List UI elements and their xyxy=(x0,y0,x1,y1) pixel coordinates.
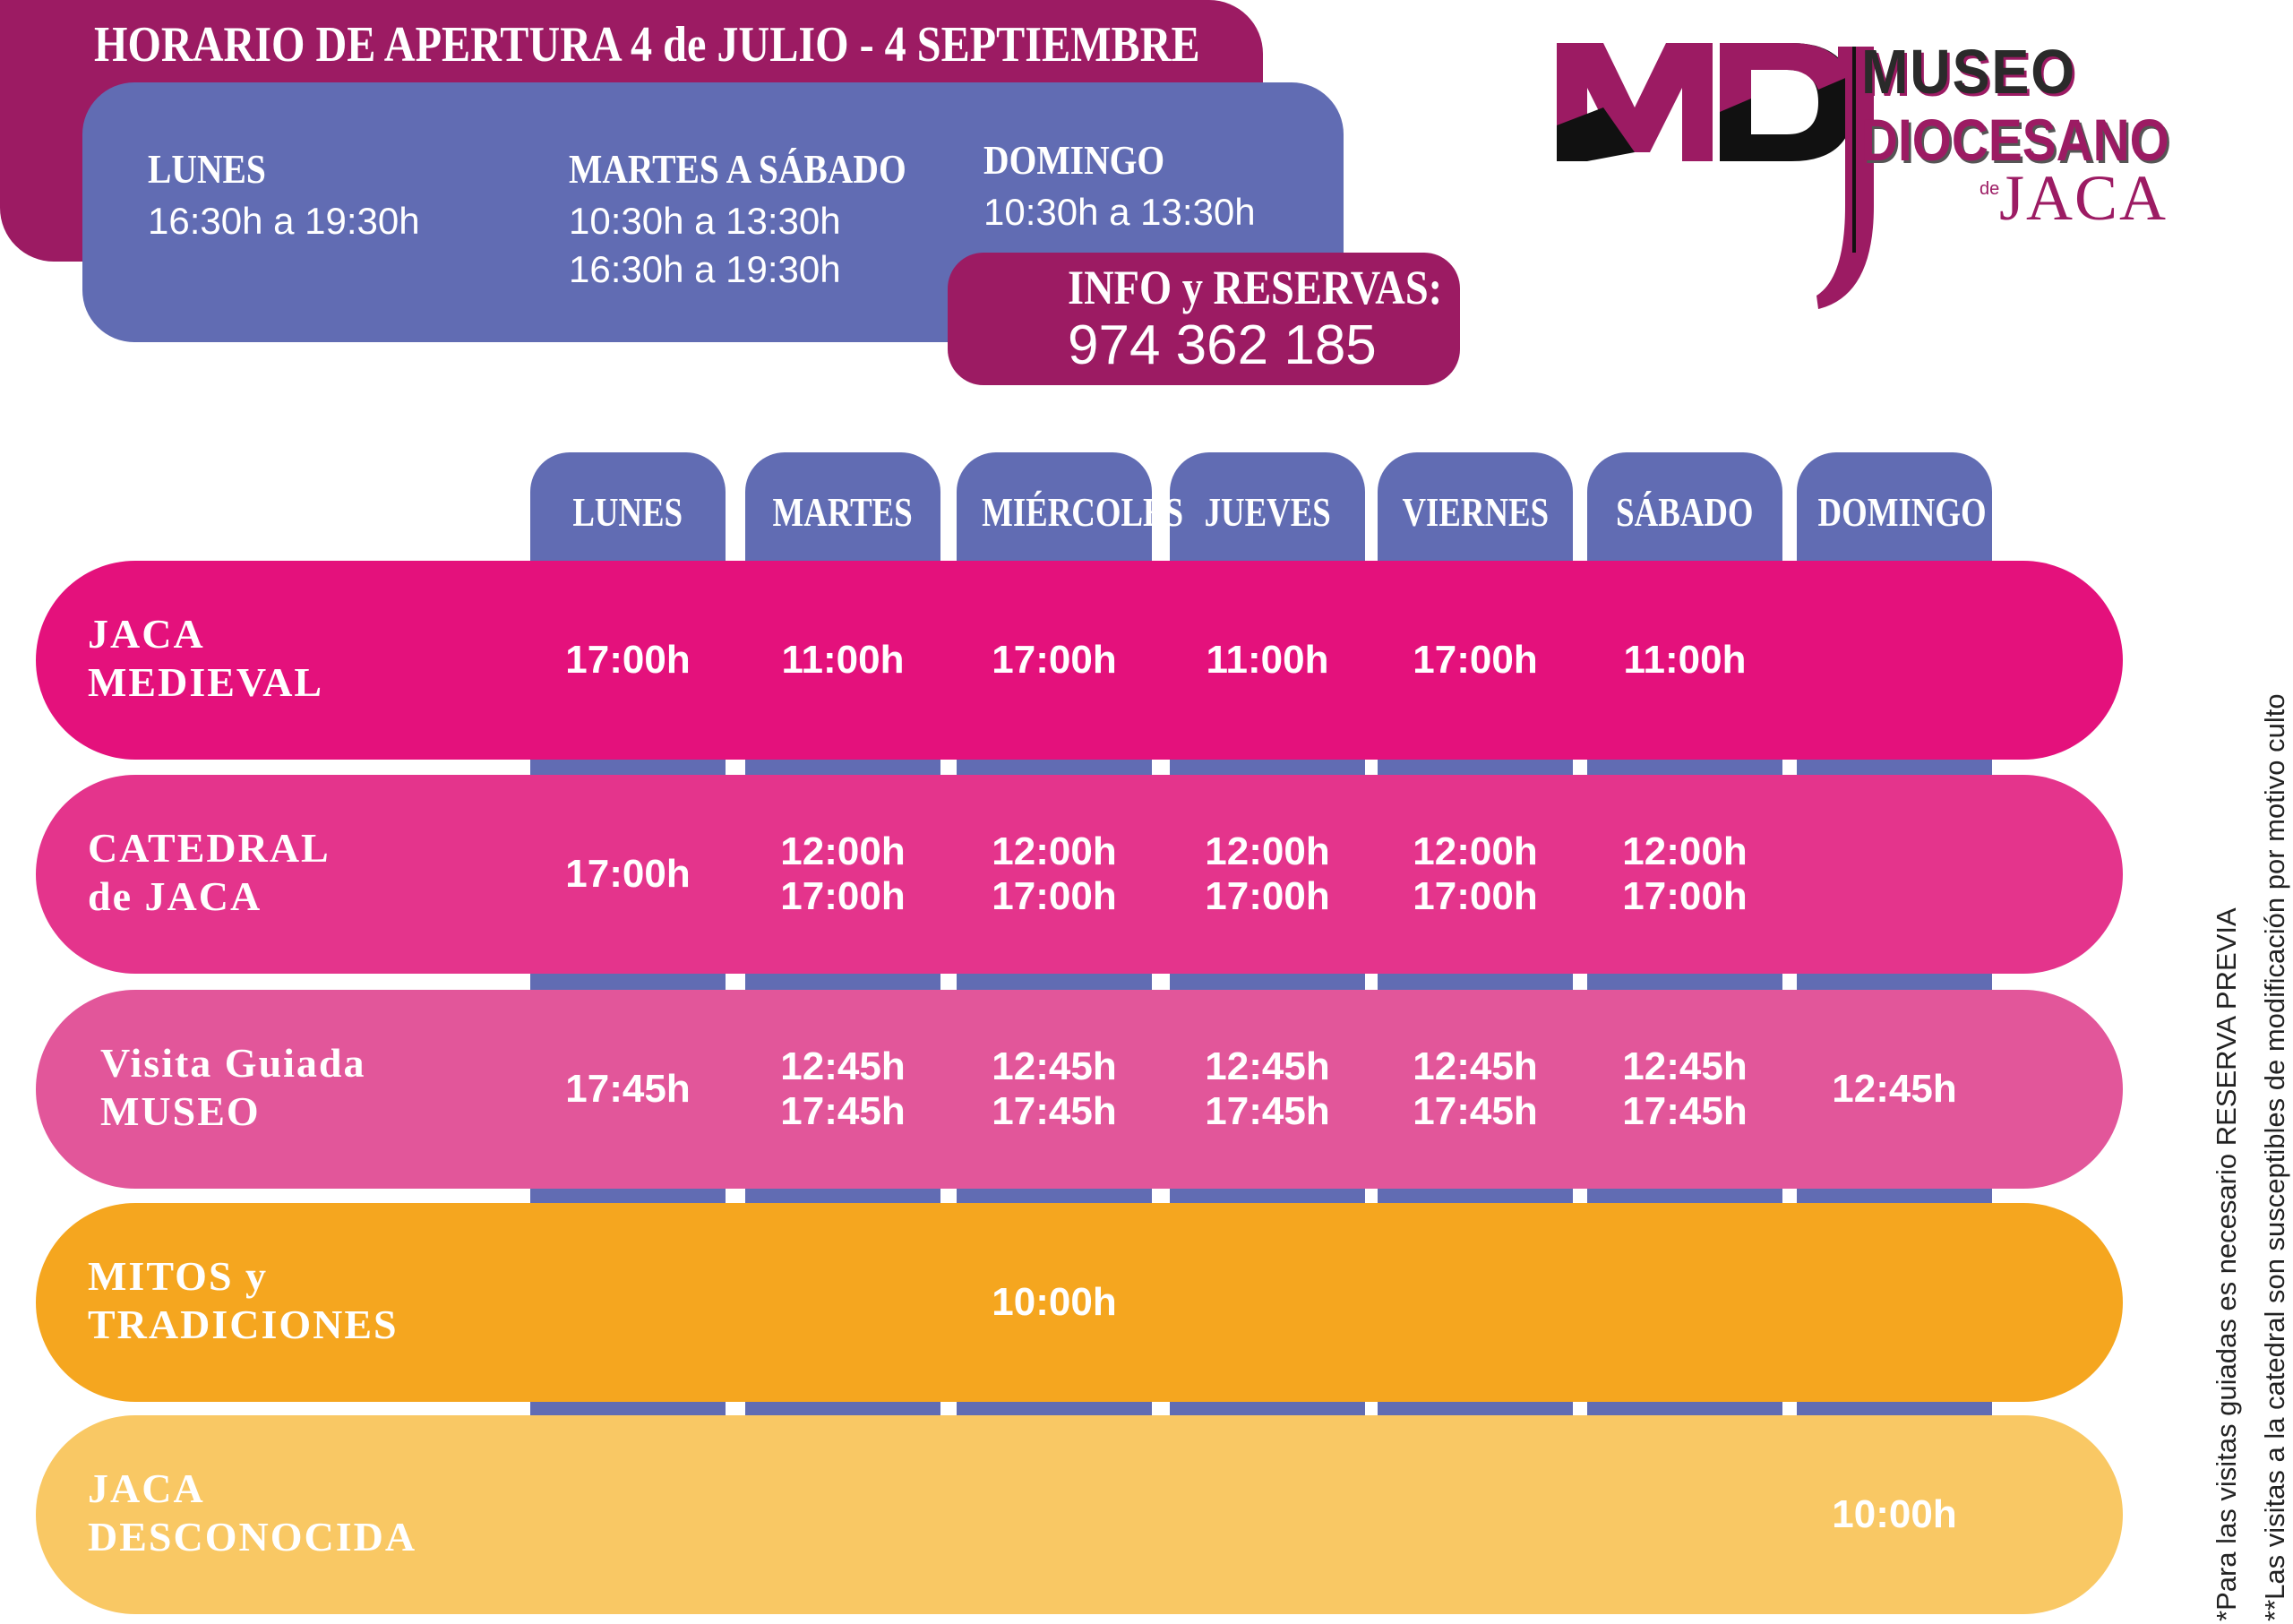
time-slot: 11:00h xyxy=(781,638,905,682)
activity-row xyxy=(36,1415,2123,1614)
activity-title-line: JACA xyxy=(88,1465,205,1511)
time-slot: 17:00h xyxy=(992,638,1117,682)
hours-day-label: LUNES xyxy=(148,146,266,192)
activity-title: JACA DESCONOCIDA xyxy=(88,1465,417,1561)
activity-title-line: Visita Guiada xyxy=(100,1040,366,1086)
time-slot: 12:45h 17:45h xyxy=(1413,1044,1538,1133)
time-slot: 12:00h 17:00h xyxy=(780,829,906,918)
time-slot: 10:00h xyxy=(992,1280,1117,1324)
footnote-reservation: *Para las visitas guiadas es necesario R… xyxy=(2211,907,2242,1621)
time-slot: 12:45h 17:45h xyxy=(992,1044,1117,1133)
time-slot: 12:45h 17:45h xyxy=(780,1044,906,1133)
time-slot: 11:00h xyxy=(1623,638,1747,682)
activity-row xyxy=(36,990,2123,1189)
logo-text-jaca: JACA xyxy=(1999,162,2168,234)
footnote-cathedral: **Las visitas a la catedral son suscepti… xyxy=(2259,693,2290,1621)
time-slot: 10:00h xyxy=(1832,1492,1957,1536)
time-slot: 12:45h xyxy=(1832,1067,1957,1111)
logo-text-museo: MUSEO xyxy=(1861,37,2077,107)
hours-time: 16:30h a 19:30h xyxy=(569,248,841,290)
activity-row xyxy=(36,1203,2123,1402)
info-label: INFO y RESERVAS: xyxy=(1068,261,1443,314)
hours-time: 16:30h a 19:30h xyxy=(148,200,420,242)
time-slot: 12:00h 17:00h xyxy=(1413,829,1538,918)
activity-title-line: MUSEO xyxy=(100,1088,261,1134)
time-slot: 12:45h 17:45h xyxy=(1205,1044,1330,1133)
activity-title: CATEDRAL de JACA xyxy=(88,824,331,921)
info-reservations-box xyxy=(948,253,1460,385)
phone-number[interactable]: 974 362 185 xyxy=(1068,314,1377,376)
day-label-miercoles: MIÉRCOLES xyxy=(982,489,1184,535)
logo-text-diocesano: DIOCESANO xyxy=(1861,107,2169,173)
time-slot: 17:00h xyxy=(1413,638,1538,682)
activity-title: JACA MEDIEVAL xyxy=(88,610,323,707)
activity-title: Visita Guiada MUSEO xyxy=(100,1039,366,1136)
logo-text-de: de xyxy=(1980,179,2000,199)
day-label-jueves: JUEVES xyxy=(1204,489,1331,535)
day-label-sabado: SÁBADO xyxy=(1616,489,1754,535)
time-slot: 11:00h xyxy=(1206,638,1329,682)
page-title: HORARIO DE APERTURA 4 de JULIO - 4 SEPTI… xyxy=(94,17,1200,73)
activity-title-line: DESCONOCIDA xyxy=(88,1514,417,1560)
hours-time: 10:30h a 13:30h xyxy=(983,191,1256,233)
activity-row xyxy=(36,561,2123,760)
activity-title-line: de JACA xyxy=(88,873,262,919)
activity-title-line: CATEDRAL xyxy=(88,825,331,871)
activity-title-line: MITOS y xyxy=(88,1253,269,1299)
museum-logo xyxy=(1557,43,1874,309)
activity-title: MITOS y TRADICIONES xyxy=(88,1252,399,1349)
day-label-domingo: DOMINGO xyxy=(1817,489,1987,535)
activity-title-line: TRADICIONES xyxy=(88,1302,399,1347)
hours-day-label: DOMINGO xyxy=(983,137,1165,183)
activity-row xyxy=(36,775,2123,974)
day-label-viernes: VIERNES xyxy=(1402,489,1549,535)
activity-title-line: MEDIEVAL xyxy=(88,659,324,705)
time-slot: 12:00h 17:00h xyxy=(992,829,1117,918)
hours-time: 10:30h a 13:30h xyxy=(569,200,841,242)
day-label-lunes: LUNES xyxy=(572,489,683,535)
time-slot: 12:45h 17:45h xyxy=(1622,1044,1748,1133)
day-label-martes: MARTES xyxy=(772,489,914,535)
activity-title-line: JACA xyxy=(88,611,205,657)
time-slot: 17:00h xyxy=(565,852,691,896)
time-slot: 12:00h 17:00h xyxy=(1205,829,1330,918)
time-slot: 17:45h xyxy=(565,1067,691,1111)
time-slot: 17:00h xyxy=(565,638,691,682)
hours-day-label: MARTES A SÁBADO xyxy=(569,146,906,192)
time-slot: 12:00h 17:00h xyxy=(1622,829,1748,918)
